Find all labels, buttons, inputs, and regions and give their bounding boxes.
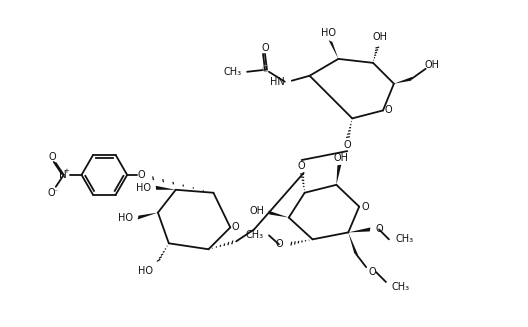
Text: HO: HO	[321, 28, 336, 38]
Text: +: +	[64, 168, 70, 174]
Text: HN: HN	[270, 77, 285, 87]
Polygon shape	[328, 40, 338, 59]
Text: O: O	[375, 224, 383, 234]
Text: O: O	[47, 188, 54, 198]
Polygon shape	[156, 186, 176, 190]
Text: N: N	[59, 170, 67, 180]
Text: OH: OH	[334, 153, 349, 163]
Text: C: C	[262, 65, 268, 74]
Text: O: O	[48, 152, 55, 162]
Polygon shape	[348, 228, 370, 232]
Text: CH₃: CH₃	[392, 282, 410, 292]
Text: O: O	[298, 161, 306, 171]
Polygon shape	[138, 213, 158, 219]
Text: O: O	[344, 140, 351, 150]
Text: HO: HO	[138, 266, 153, 276]
Text: ⁻: ⁻	[54, 187, 58, 196]
Text: O: O	[275, 239, 283, 249]
Polygon shape	[336, 165, 341, 185]
Text: CH₃: CH₃	[396, 234, 414, 244]
Polygon shape	[268, 211, 289, 217]
Text: OH: OH	[424, 60, 439, 70]
Text: OH: OH	[249, 206, 264, 215]
Text: CH₃: CH₃	[246, 231, 264, 240]
Text: HO: HO	[136, 183, 151, 193]
Text: O: O	[231, 222, 239, 232]
Text: CH₃: CH₃	[223, 67, 241, 77]
Text: O: O	[384, 105, 392, 115]
Text: O: O	[137, 170, 145, 180]
Text: O: O	[368, 267, 376, 277]
Text: OH: OH	[373, 32, 388, 42]
Polygon shape	[348, 232, 358, 255]
Text: O: O	[361, 202, 369, 212]
Text: HO: HO	[118, 213, 133, 223]
Polygon shape	[394, 77, 412, 84]
Text: O: O	[261, 43, 269, 53]
